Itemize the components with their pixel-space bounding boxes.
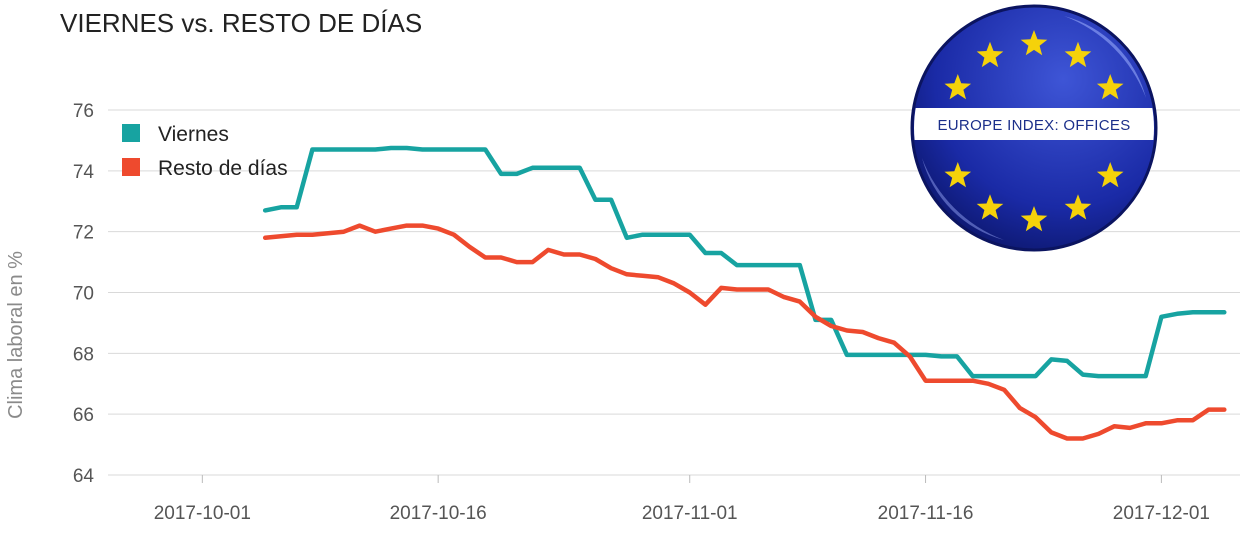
star-icon	[944, 162, 972, 188]
star-icon	[1020, 30, 1048, 56]
europe-index-badge: EUROPE INDEX: OFFICES	[910, 4, 1158, 252]
star-icon	[1096, 74, 1124, 100]
grid	[108, 109, 1240, 476]
legend-swatch	[122, 124, 140, 142]
star-icon	[944, 74, 972, 100]
x-tick-labels: 2017-10-01 2017-10-16 2017-11-01 2017-11-16…	[154, 475, 1210, 524]
legend-label: Resto de días	[158, 157, 288, 180]
x-tick-label: 2017-11-16	[878, 503, 974, 524]
series-lines	[262, 145, 1227, 441]
badge-band	[914, 108, 1154, 140]
x-tick-label: 2017-10-16	[390, 503, 487, 524]
series-line-1	[262, 223, 1227, 441]
y-tick-label: 70	[73, 284, 94, 305]
badge-text: EUROPE INDEX: OFFICES	[938, 117, 1131, 134]
x-tick-label: 2017-10-01	[154, 503, 251, 524]
star-icon	[976, 194, 1004, 220]
y-tick-label: 64	[73, 466, 95, 487]
legend-swatch	[122, 158, 140, 176]
star-icon	[1064, 194, 1092, 220]
star-icon	[1020, 206, 1048, 232]
star-icon	[976, 41, 1004, 68]
y-tick-label: 72	[73, 223, 94, 244]
y-tick-labels: 64 66 68 70 72 74 76	[73, 101, 95, 487]
chart-title: VIERNES vs. RESTO DE DÍAS	[60, 8, 422, 38]
y-axis-label: Clima laboral en %	[5, 251, 27, 419]
y-tick-label: 74	[73, 162, 95, 183]
x-tick-label: 2017-12-01	[1113, 503, 1210, 524]
y-tick-label: 66	[73, 405, 94, 426]
x-tick-label: 2017-11-01	[642, 503, 738, 524]
star-icon	[1064, 41, 1092, 68]
y-tick-label: 76	[73, 101, 94, 122]
legend: Viernes Resto de días	[122, 123, 288, 180]
y-tick-label: 68	[73, 344, 94, 365]
series-line-0	[262, 145, 1227, 379]
star-icon	[1096, 162, 1124, 188]
legend-label: Viernes	[158, 123, 229, 146]
